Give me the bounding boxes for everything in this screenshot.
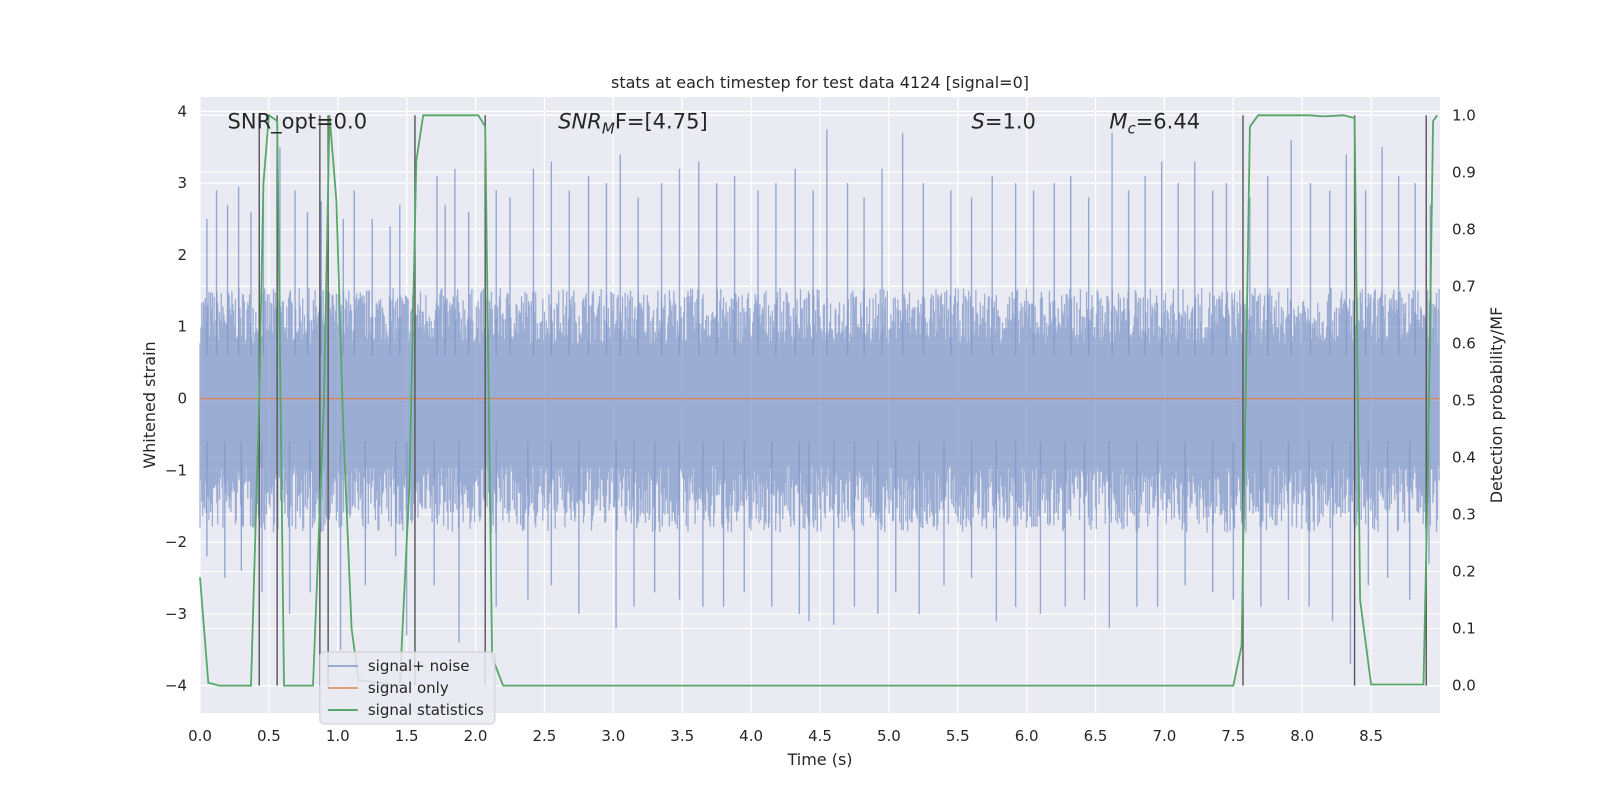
x-tick-label: 0.0	[188, 727, 212, 745]
annotation-rest: =1.0	[985, 110, 1036, 134]
y-left-tick-label: 3	[177, 174, 187, 192]
annotations: SNR_opt=0.0 SNRMF=[4.75] S=1.0 Mc=6.44	[228, 110, 1201, 138]
y-left-tick-label: 2	[177, 246, 187, 264]
x-tick-label: 7.5	[1221, 727, 1245, 745]
annotation-subscript: c	[1127, 120, 1136, 138]
y-right-tick-label: 0.2	[1452, 563, 1476, 581]
y-right-tick-label: 0.1	[1452, 620, 1476, 638]
y-axis-right-label: Detection probability/MF	[1487, 307, 1506, 504]
y-right-tick-label: 0.3	[1452, 506, 1476, 524]
y-axis-left-ticks: 4 3 2 1 0 −1 −2 −3 −4	[165, 102, 187, 694]
x-tick-label: 2.0	[464, 727, 488, 745]
y-left-tick-label: −1	[165, 461, 187, 479]
x-axis-ticks: 0.0 0.5 1.0 1.5 2.0 2.5 3.0 3.5 4.0 4.5 5.0 5.5 6.0 6…	[188, 727, 1383, 745]
y-left-tick-label: −3	[165, 605, 187, 623]
y-right-tick-label: 0.6	[1452, 334, 1476, 352]
legend-label: signal only	[368, 679, 449, 697]
x-tick-label: 3.5	[670, 727, 694, 745]
annotation-mc-value: Mc=6.44	[1109, 110, 1200, 138]
y-left-tick-label: 1	[177, 318, 187, 336]
x-tick-label: 4.0	[739, 727, 763, 745]
series-signal-noise	[199, 129, 1440, 665]
x-tick-label: 1.5	[395, 727, 419, 745]
series-signal-statistics	[199, 113, 1438, 687]
y-right-tick-label: 0.8	[1452, 220, 1476, 238]
x-tick-label: 7.0	[1153, 727, 1177, 745]
y-left-tick-label: 4	[177, 102, 187, 120]
x-tick-label: 2.5	[533, 727, 557, 745]
y-axis-left-label: Whitened strain	[140, 341, 159, 468]
statistics-line	[199, 113, 1438, 687]
x-tick-label: 6.0	[1015, 727, 1039, 745]
x-tick-label: 4.5	[808, 727, 832, 745]
y-left-tick-label: −2	[165, 533, 187, 551]
x-tick-label: 3.0	[601, 727, 625, 745]
x-tick-label: 8.0	[1290, 727, 1314, 745]
annotation-main: M	[1109, 110, 1127, 134]
legend-items: signal+ noise signal only signal statistic…	[327, 657, 484, 719]
annotation-snr-opt: SNR_opt=0.0	[228, 110, 368, 135]
y-right-tick-label: 0.4	[1452, 448, 1476, 466]
y-left-tick-label: −4	[165, 677, 187, 695]
annotation-subscript: M	[602, 120, 615, 138]
x-tick-label: 6.5	[1084, 727, 1108, 745]
y-right-tick-label: 1.0	[1452, 106, 1476, 124]
y-right-tick-label: 0.5	[1452, 391, 1476, 409]
annotation-main: S	[972, 110, 985, 134]
x-tick-label: 5.0	[877, 727, 901, 745]
legend-label: signal+ noise	[368, 657, 470, 675]
y-left-tick-label: 0	[177, 390, 187, 408]
x-tick-label: 1.0	[326, 727, 350, 745]
y-right-tick-label: 0.7	[1452, 277, 1476, 295]
legend-box	[319, 651, 496, 725]
chart-title: stats at each timestep for test data 412…	[611, 73, 1029, 92]
y-right-tick-label: 0.0	[1452, 677, 1476, 695]
annotation-main: SNR	[558, 110, 602, 134]
annotation-s-value: S=1.0	[972, 110, 1036, 134]
annotation-rest: =6.44	[1136, 110, 1200, 134]
x-tick-label: 8.5	[1359, 727, 1383, 745]
annotation-snr-mf: SNRMF=[4.75]	[558, 110, 707, 138]
annotation-rest: F=[4.75]	[615, 110, 708, 134]
annotation-main: SNR_opt=0.0	[228, 110, 368, 135]
x-axis-label: Time (s)	[786, 750, 852, 769]
legend: signal+ noise signal only signal statistic…	[319, 651, 496, 725]
noise-band	[199, 288, 1440, 533]
y-right-tick-label: 0.9	[1452, 163, 1476, 181]
y-axis-right-ticks: 1.0 0.9 0.8 0.7 0.6 0.5 0.4 0.3 0.2 0.1 0.0	[1452, 106, 1476, 694]
x-tick-label: 0.5	[257, 727, 281, 745]
x-tick-label: 5.5	[946, 727, 970, 745]
legend-label: signal statistics	[368, 701, 484, 719]
